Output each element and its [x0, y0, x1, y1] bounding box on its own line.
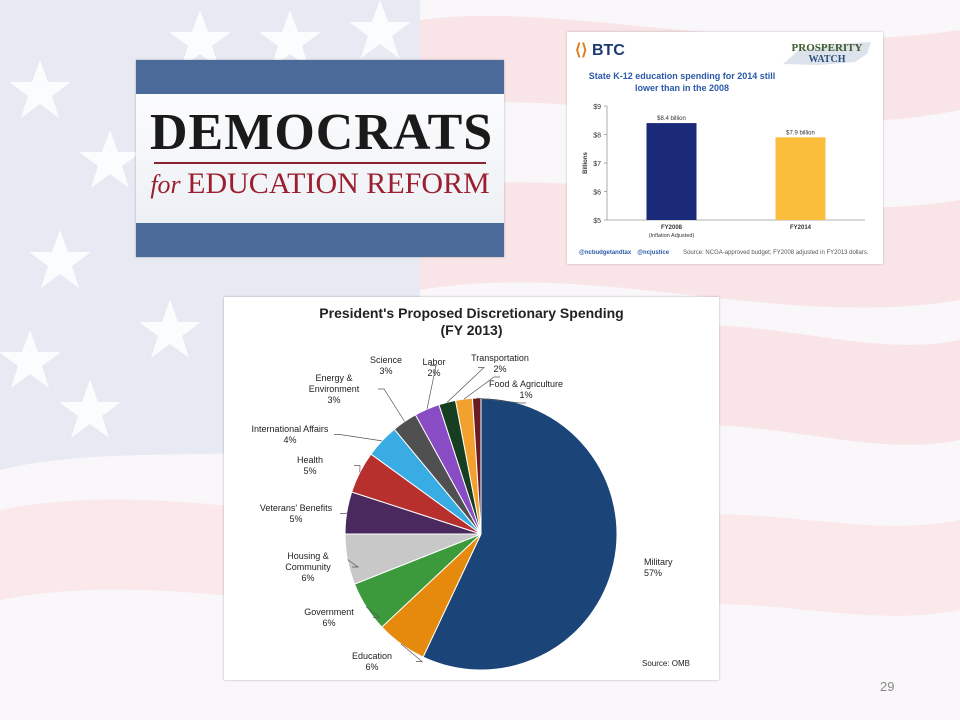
btc-source: Source: NCGA-approved budget; FY2008 adj…	[683, 250, 869, 256]
btc-chart-title: State K-12 education spending for 2014 s…	[588, 71, 776, 93]
pie-label-military: 57%	[644, 568, 662, 578]
pie-label-energy-environment: Energy &	[315, 373, 352, 383]
bar-fy2008	[646, 123, 697, 220]
logo-top-band	[136, 60, 504, 94]
pie-leader-line	[365, 606, 380, 618]
pie-label-housing-community: Housing &	[287, 551, 329, 561]
btc-bar-chart: $9 $8 $7 $6 $5 Billions $8.4 billion FY2008 (Inf…	[583, 104, 865, 239]
pie-leader-line	[378, 388, 405, 422]
pie-label-energy-environment: Environment	[309, 384, 360, 394]
prosperity-line2: WATCH	[808, 54, 846, 65]
pie-leader-line	[400, 643, 423, 662]
pie-label-labor: Labor	[422, 357, 445, 367]
pie-leader-line	[334, 434, 382, 442]
btc-handle-2: @ncjustice	[637, 250, 670, 256]
pie-label-international-affairs: 4%	[283, 435, 296, 445]
pie-leader-line	[347, 559, 360, 568]
pie-leader-line	[354, 465, 361, 473]
pie-label-housing-community: 6%	[301, 573, 314, 583]
btc-logo: ⟨⟩ BTC	[575, 40, 625, 60]
btc-handle-1: @ncbudgetandtax	[579, 250, 632, 256]
logo-word-democrats: DEMOCRATS	[150, 104, 494, 161]
x-category-label: FY2014	[790, 225, 812, 231]
btc-chart-footer: @ncbudgetandtax @ncjustice Source: NCGA-ap…	[579, 250, 879, 256]
pie-source: Source: OMB	[642, 659, 691, 668]
pie-label-military: Military	[644, 557, 673, 567]
pie-label-transportation: 2%	[493, 364, 506, 374]
x-category-sublabel: (Inflation Adjusted)	[649, 233, 695, 239]
btc-logo-text: BTC	[591, 42, 625, 59]
pie-leader-line	[446, 367, 485, 403]
nc-state-shape-icon	[783, 42, 871, 65]
pie-title-line2: (FY 2013)	[440, 322, 503, 338]
pie-label-veterans-benefits: 5%	[289, 514, 302, 524]
logo-word-for: for	[150, 170, 188, 199]
pie-label-health: 5%	[303, 466, 316, 476]
pie-leader-line	[340, 512, 347, 514]
bar-fy2014	[775, 137, 826, 220]
logo-word-main: EDUCATION REFORM	[187, 167, 490, 200]
pie-label-food-agriculture: 1%	[519, 390, 532, 400]
pie-label-science: Science	[370, 355, 402, 365]
logo-word-education-reform: for EDUCATION REFORM	[146, 164, 494, 205]
pie-label-international-affairs: International Affairs	[252, 424, 329, 434]
prosperity-watch-logo: PROSPERITY WATCH	[779, 38, 875, 68]
logo-rule	[154, 162, 486, 164]
pie-chart: Military57%Education6%Government6%Housin…	[252, 353, 673, 672]
y-tick-label: $7	[593, 161, 601, 168]
pie-label-health: Health	[297, 455, 323, 465]
pie-label-government: 6%	[322, 618, 335, 628]
pie-leader-line	[426, 365, 437, 410]
btc-chart-panel: ⟨⟩ BTC PROSPERITY WATCH State K-12 educa…	[567, 32, 883, 264]
bar-data-label: $8.4 billion	[657, 116, 686, 122]
pie-slice-military	[422, 397, 618, 671]
prosperity-line1: PROSPERITY	[791, 42, 863, 54]
btc-logo-mark: ⟨⟩	[575, 42, 588, 59]
logo-bottom-band	[136, 223, 504, 257]
y-tick-label: $5	[593, 218, 601, 225]
pie-chart-panel: Military 57% Education 6% Government 6% Housin…	[224, 297, 719, 680]
pie-label-education: 6%	[365, 662, 378, 672]
pie-leader-line	[476, 397, 526, 404]
dfer-logo: DEMOCRATS for EDUCATION REFORM	[136, 60, 504, 257]
bar-data-label: $7.9 billion	[786, 130, 815, 136]
pie-label-housing-community: Community	[285, 562, 331, 572]
pie-label-science: 3%	[379, 366, 392, 376]
pie-label-education: Education	[352, 651, 392, 661]
x-category-label: FY2008	[661, 225, 683, 231]
pie-label-government: Government	[304, 607, 354, 617]
pie-title-line1: President's Proposed Discretionary Spend…	[319, 305, 624, 321]
y-tick-label: $8	[593, 133, 601, 140]
pie-label-transportation: Transportation	[471, 353, 529, 363]
y-tick-label: $9	[593, 104, 601, 111]
slide-number: 29	[880, 679, 895, 694]
pie-label-food-agriculture: Food & Agriculture	[489, 379, 563, 389]
pie-label-energy-environment: 3%	[327, 395, 340, 405]
pie-chart-title: President's Proposed Discretionary Spend…	[224, 305, 719, 339]
pie-label-veterans-benefits: Veterans' Benefits	[260, 503, 333, 513]
y-tick-label: $6	[593, 190, 601, 197]
pie-leader-line	[463, 376, 500, 400]
y-axis-label: Billions	[583, 152, 589, 174]
pie-label-labor: 2%	[427, 368, 440, 378]
